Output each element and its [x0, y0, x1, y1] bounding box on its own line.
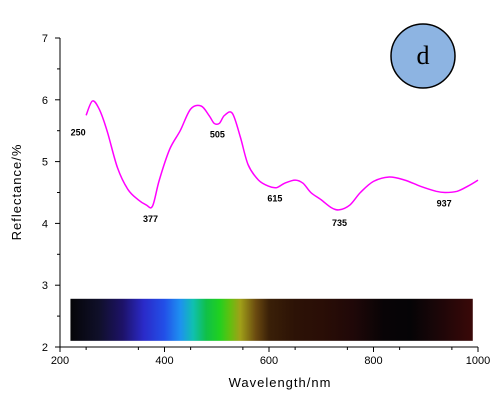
x-axis-label: Wavelength/nm — [229, 375, 332, 390]
x-tick-label: 800 — [364, 355, 382, 367]
point-label: 250 — [71, 127, 86, 137]
x-tick-label: 200 — [51, 355, 69, 367]
y-axis-label: Reflectance/% — [9, 144, 24, 241]
x-tick-label: 600 — [260, 355, 278, 367]
y-tick-label: 4 — [42, 218, 48, 230]
panel-letter: d — [417, 41, 430, 70]
point-label: 377 — [143, 214, 158, 224]
spectrum-band — [70, 298, 473, 341]
y-tick-label: 7 — [42, 33, 48, 45]
y-tick-label: 2 — [42, 342, 48, 354]
panel-badge: d — [390, 23, 456, 89]
spectrum-layer — [70, 298, 473, 341]
point-label: 937 — [437, 199, 452, 209]
x-tick-label: 400 — [155, 355, 173, 367]
point-label: 615 — [267, 194, 282, 204]
y-tick-label: 3 — [42, 280, 48, 292]
point-label: 505 — [210, 129, 225, 139]
series-line — [85, 100, 479, 211]
ticks: 200 400 600 800 1000 2 3 4 5 6 7 — [42, 33, 490, 367]
point-label: 735 — [332, 218, 347, 228]
series-layer — [85, 100, 479, 211]
panel-circle — [390, 23, 456, 89]
annotations: 250 377 505 615 735 937 — [71, 127, 452, 228]
y-tick-label: 6 — [42, 95, 48, 107]
y-tick-label: 5 — [42, 157, 48, 169]
x-tick-label: 1000 — [466, 355, 490, 367]
